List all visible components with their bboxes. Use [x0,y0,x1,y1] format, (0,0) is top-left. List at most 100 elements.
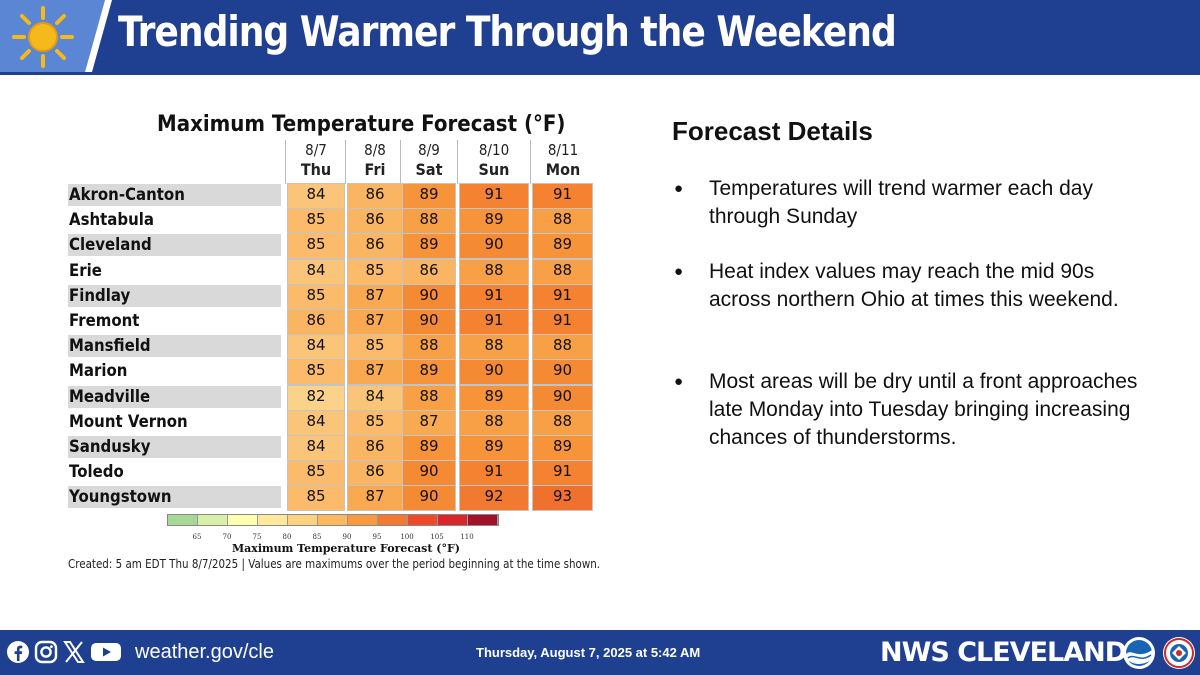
temperature-cell: 89 [532,233,593,260]
legend-swatch [408,515,438,525]
city-label: Youngstown [68,486,281,509]
temperature-cell: 84 [347,384,403,411]
column-date: 8/8 [364,141,386,159]
temperature-cell: 85 [287,359,345,386]
legend-tick-label: 70 [222,533,232,541]
legend-tick-label: 80 [282,533,292,541]
column-day: Fri [364,160,386,179]
temperature-cell: 84 [287,409,345,436]
column-separator [400,140,401,184]
day-column-header: 8/11 Mon [536,140,588,180]
column-date: 8/10 [478,141,510,159]
instagram-icon[interactable] [34,640,58,664]
legend-tick-label: 100 [400,533,414,541]
temperature-cell: 85 [287,485,345,512]
temperature-cell: 84 [287,334,345,361]
website-link[interactable]: weather.gov/cle [135,641,274,663]
day-column-header: 8/8 Fri [349,140,401,180]
issue-date: Thursday, August 7, 2025 at 5:42 AM [476,645,701,660]
column-separator [345,140,346,184]
noaa-logo [1123,637,1155,669]
column-separator [530,140,531,184]
temperature-cell: 88 [532,334,593,361]
temperature-cell: 88 [402,208,456,235]
legend-swatch [168,515,198,525]
youtube-icon[interactable] [90,640,122,664]
legend-tick-label: 65 [192,533,202,541]
legend-tick-label: 95 [372,533,382,541]
legend-tick-label: 85 [312,533,322,541]
header-background [0,0,1200,72]
temperature-cell: 91 [532,183,593,209]
header-banner: Trending Warmer Through the Weekend [0,0,1200,75]
temperature-cell: 88 [402,334,456,361]
temperature-cell: 92 [459,485,529,512]
temperature-cell: 87 [347,485,403,512]
temperature-cell: 89 [459,435,529,461]
x-icon[interactable] [62,640,86,664]
legend-swatch [228,515,258,525]
temperature-cell: 90 [532,384,593,411]
facebook-icon[interactable] [6,640,30,664]
detail-text: Most areas will be dry until a front app… [709,370,1138,449]
legend-swatch [288,515,318,525]
temperature-cell: 91 [459,460,529,487]
city-label: Toledo [68,461,281,484]
column-day: Mon [545,160,580,179]
legend-swatch [468,515,498,525]
temperature-cell: 88 [532,208,593,235]
temperature-cell: 85 [347,409,403,436]
detail-bullet: ● Heat index values may reach the mid 90… [674,258,1144,314]
temperature-cell: 88 [532,258,593,285]
legend-swatch [378,515,408,525]
temperature-cell: 89 [459,384,529,411]
temperature-cell: 89 [402,233,456,260]
temperature-cell: 89 [532,435,593,461]
temperature-cell: 91 [459,183,529,209]
temperature-cell: 90 [459,233,529,260]
city-label: Findlay [68,284,281,307]
temperature-cell: 84 [287,258,345,285]
column-day: Sun [478,160,510,179]
city-label: Mansfield [68,335,281,358]
temperature-cell: 85 [347,258,403,285]
temperature-cell: 85 [287,460,345,487]
temperature-cell: 86 [402,258,456,285]
temperature-cell: 87 [402,409,456,436]
nws-logo [1163,637,1195,669]
temperature-cell: 85 [287,233,345,260]
temperature-cell: 89 [459,208,529,235]
temperature-cell: 90 [459,359,529,386]
legend-swatch [258,515,288,525]
city-label: Fremont [68,310,281,332]
city-label: Sandusky [68,436,281,458]
temperature-cell: 87 [347,359,403,386]
temperature-cell: 90 [402,283,456,310]
temperature-cell: 89 [402,183,456,209]
temperature-cell: 89 [402,359,456,386]
temperature-cell: 84 [287,435,345,461]
legend-tick-label: 110 [460,533,474,541]
details-title: Forecast Details [672,116,873,146]
column-day: Sat [415,160,443,179]
temperature-cell: 85 [347,334,403,361]
detail-bullet: ● Most areas will be dry until a front a… [674,368,1144,452]
temperature-cell: 90 [402,309,456,335]
temperature-cell: 91 [532,460,593,487]
legend-tick-label: 75 [252,533,262,541]
city-label: Mount Vernon [68,410,281,433]
chart-title: Maximum Temperature Forecast (°F) [157,112,566,137]
office-name: NWS CLEVELAND [880,637,1127,668]
temperature-cell: 84 [287,183,345,209]
city-label: Meadville [68,385,281,408]
column-separator [457,140,458,184]
column-day: Thu [300,160,332,179]
legend-swatch [438,515,468,525]
legend-tick-label: 105 [430,533,444,541]
temperature-cell: 87 [347,309,403,335]
sun-icon [12,6,74,68]
column-separator [285,140,286,184]
city-label: Cleveland [68,234,281,257]
temperature-cell: 91 [459,309,529,335]
day-column-header: 8/10 Sun [468,140,520,180]
